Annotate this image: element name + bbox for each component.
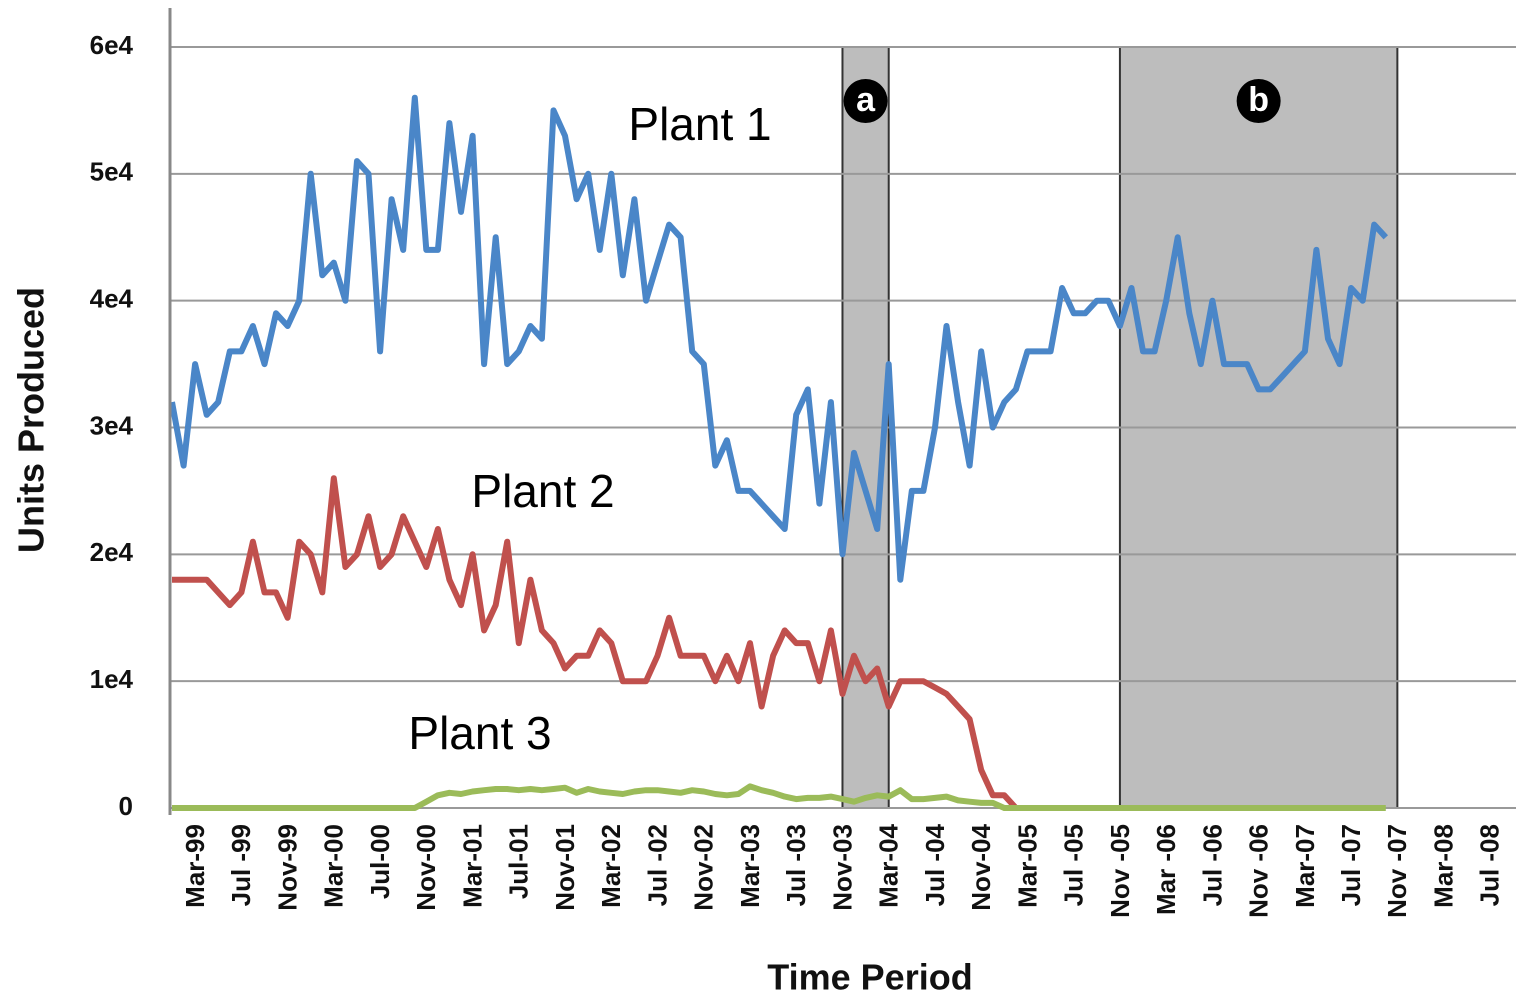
x-tick-label: Mar-01 xyxy=(457,824,487,908)
series-line xyxy=(172,783,1386,811)
x-tick-label: Nov -05 xyxy=(1105,824,1135,918)
x-tick-label: Mar-04 xyxy=(874,823,904,907)
region-badge xyxy=(1236,79,1281,123)
region-label: a xyxy=(856,81,876,119)
x-tick-label: Jul-01 xyxy=(504,824,534,899)
x-tick-label: Jul -08 xyxy=(1475,824,1505,906)
x-tick-label: Nov-04 xyxy=(966,823,996,910)
x-tick-label: Nov-02 xyxy=(689,824,719,911)
x-tick-label: Mar-08 xyxy=(1428,824,1458,908)
x-tick-label: Mar-00 xyxy=(319,824,349,908)
y-tick-label: 6e4 xyxy=(90,30,134,60)
annotation: Plant 2 xyxy=(471,465,614,517)
y-tick-label: 5e4 xyxy=(90,157,134,187)
x-tick-label: Jul -05 xyxy=(1059,824,1089,906)
x-tick-label: Mar-99 xyxy=(180,824,210,908)
series-line xyxy=(172,475,1019,811)
x-tick-label: Mar-07 xyxy=(1290,824,1320,908)
x-tick-label: Jul -02 xyxy=(642,824,672,906)
x-tick-label: Jul -03 xyxy=(781,824,811,906)
x-axis-title: Time Period xyxy=(767,957,972,998)
region-badge xyxy=(843,79,888,123)
x-tick-label: Nov -06 xyxy=(1244,824,1274,918)
y-tick-label: 4e4 xyxy=(90,284,134,314)
annotation: Plant 3 xyxy=(408,707,551,759)
lines xyxy=(169,94,1389,811)
x-tick-label: Jul-00 xyxy=(365,824,395,899)
x-tick-label: Mar-05 xyxy=(1012,824,1042,908)
y-tick-label: 2e4 xyxy=(90,537,134,567)
x-tick-label: Nov-01 xyxy=(550,824,580,911)
y-tick-label: 0 xyxy=(119,791,133,821)
x-tick-label: Jul -07 xyxy=(1336,824,1366,906)
x-tick-label: Nov-00 xyxy=(411,824,441,911)
series-line xyxy=(169,94,1389,583)
x-tick-label: Mar -06 xyxy=(1151,824,1181,915)
x-tick-label: Mar-02 xyxy=(596,824,626,908)
y-tick-label: 3e4 xyxy=(90,410,134,440)
x-tick-label: Nov-03 xyxy=(827,824,857,911)
x-tick-label: Nov-99 xyxy=(272,824,302,911)
x-tick-label: Nov -07 xyxy=(1382,824,1412,918)
x-tick-label: Mar-03 xyxy=(735,824,765,908)
x-tick-label: Jul -06 xyxy=(1197,824,1227,906)
x-tick-label: Jul -04 xyxy=(920,823,950,906)
annotation: Plant 1 xyxy=(628,98,771,150)
y-tick-label: 1e4 xyxy=(90,664,134,694)
region-label: b xyxy=(1248,81,1269,119)
y-axis-title: Units Produced xyxy=(11,287,52,553)
x-tick-label: Jul -99 xyxy=(226,824,256,906)
